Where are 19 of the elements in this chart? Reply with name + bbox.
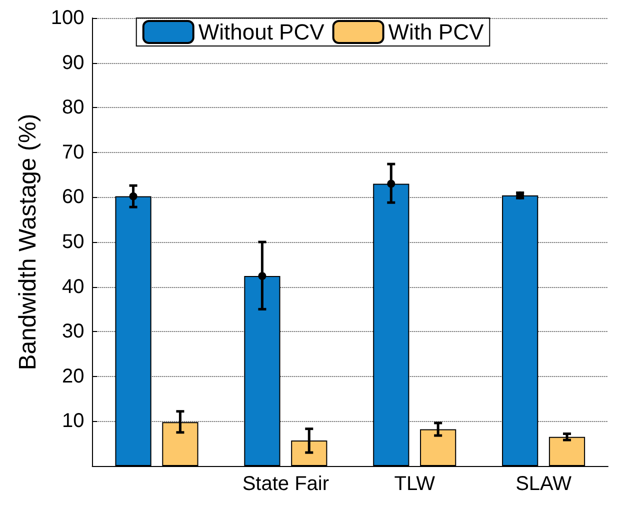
y-tick-label: 60: [62, 186, 84, 208]
y-tick-label: 80: [62, 96, 84, 119]
y-tick-label: 40: [62, 276, 84, 298]
x-tick-label: State Fair: [242, 473, 330, 495]
legend-label: Without PCV: [198, 20, 325, 44]
x-tick-label: TLW: [394, 473, 436, 495]
y-tick-label: 50: [62, 231, 84, 253]
legend-label: With PCV: [388, 20, 484, 44]
point: [387, 180, 396, 188]
x-tick-label: SLAW: [516, 473, 572, 495]
point: [129, 192, 138, 200]
y-tick-label: 30: [62, 320, 84, 343]
point: [258, 272, 266, 280]
y-axis-title: Bandwidth Wastage (%): [14, 114, 42, 370]
y-tick-label: 90: [62, 52, 84, 74]
y-tick-label: 70: [62, 141, 84, 164]
y-tick-label: 100: [50, 7, 84, 29]
y-tick-label: 10: [62, 410, 84, 432]
y-tick-label: 20: [62, 365, 84, 388]
